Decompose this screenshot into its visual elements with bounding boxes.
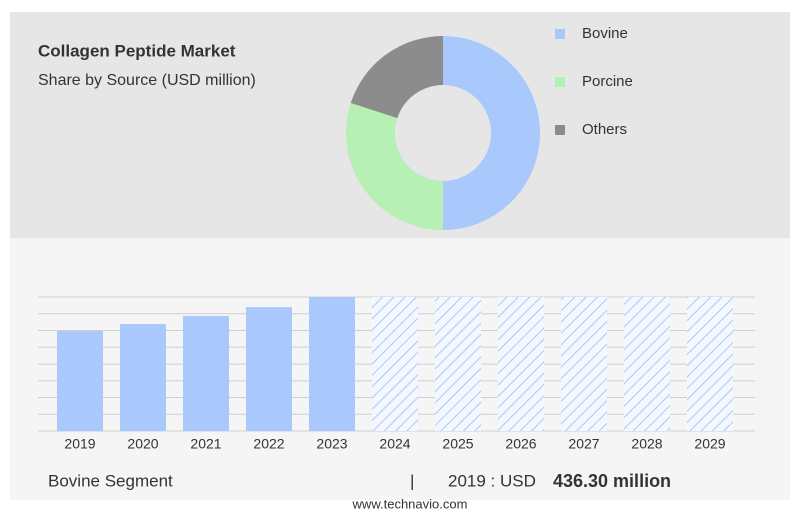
donut-slice	[443, 36, 540, 230]
legend-swatch	[555, 29, 565, 39]
x-tick-label: 2024	[379, 436, 410, 452]
legend-label: Others	[582, 121, 627, 138]
x-tick-label: 2029	[694, 436, 725, 452]
x-tick-label: 2025	[442, 436, 473, 452]
segment-label: Bovine Segment	[48, 471, 173, 490]
bar	[309, 297, 355, 431]
legend-swatch	[555, 77, 565, 87]
forecast-bar	[498, 297, 544, 431]
divider: |	[410, 471, 414, 490]
bar	[57, 331, 103, 431]
subtitle: Share by Source (USD million)	[38, 72, 256, 89]
highlight-label: 2019 : USD	[448, 471, 536, 490]
bar	[183, 316, 229, 431]
bar	[120, 324, 166, 431]
x-tick-label: 2026	[505, 436, 536, 452]
forecast-bar	[561, 297, 607, 431]
x-tick-label: 2021	[190, 436, 221, 452]
x-tick-label: 2020	[127, 436, 158, 452]
x-tick-label: 2019	[64, 436, 95, 452]
title: Collagen Peptide Market	[38, 41, 236, 60]
x-tick-label: 2022	[253, 436, 284, 452]
forecast-bar	[435, 297, 481, 431]
x-tick-label: 2027	[568, 436, 599, 452]
donut-slice	[350, 36, 443, 119]
highlight-value: 436.30 million	[553, 471, 671, 491]
source: www.technavio.com	[352, 496, 468, 511]
forecast-bar	[687, 297, 733, 431]
legend-label: Porcine	[582, 73, 633, 90]
x-tick-label: 2028	[631, 436, 662, 452]
x-tick-label: 2023	[316, 436, 347, 452]
legend-swatch	[555, 125, 565, 135]
forecast-bar	[372, 297, 418, 431]
bar	[246, 307, 292, 431]
forecast-bar	[624, 297, 670, 431]
legend-label: Bovine	[582, 25, 628, 42]
donut-slice	[346, 103, 443, 230]
